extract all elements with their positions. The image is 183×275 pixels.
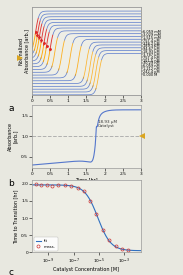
meas.: [95, 213, 97, 216]
fit: [114, 245, 116, 248]
Text: a: a: [8, 104, 14, 113]
X-axis label: Time [hr]: Time [hr]: [75, 178, 98, 183]
fit: [80, 188, 82, 191]
meas.: [76, 186, 79, 189]
fit: [48, 183, 51, 186]
fit: [28, 183, 31, 186]
meas.: [127, 249, 129, 252]
meas.: [40, 183, 42, 186]
meas.: [115, 244, 117, 248]
meas.: [35, 182, 37, 186]
X-axis label: Catalyst Concentration [M]: Catalyst Concentration [M]: [53, 267, 119, 272]
meas.: [102, 228, 104, 231]
Y-axis label: Absorbance
[arb.]: Absorbance [arb.]: [8, 122, 18, 151]
Text: 18.93 μM
Catalyst: 18.93 μM Catalyst: [98, 120, 117, 128]
meas.: [121, 248, 123, 251]
Legend: fit, meas.: fit, meas.: [34, 237, 57, 251]
meas.: [57, 183, 59, 187]
meas.: [51, 184, 53, 188]
Text: b: b: [8, 178, 14, 188]
meas.: [89, 199, 91, 202]
Y-axis label: Time to Transition [hr]: Time to Transition [hr]: [13, 189, 18, 244]
fit: [142, 249, 145, 252]
Line: meas.: meas.: [34, 182, 130, 252]
meas.: [83, 190, 85, 193]
fit: [96, 213, 98, 216]
meas.: [45, 183, 48, 186]
meas.: [64, 184, 66, 187]
fit: [104, 234, 107, 237]
fit: [58, 183, 60, 187]
meas.: [108, 239, 110, 242]
Y-axis label: Normalized
Absorbance [arb.]: Normalized Absorbance [arb.]: [18, 29, 29, 73]
Text: c: c: [8, 268, 13, 275]
Line: fit: fit: [29, 185, 143, 251]
meas.: [70, 184, 72, 188]
